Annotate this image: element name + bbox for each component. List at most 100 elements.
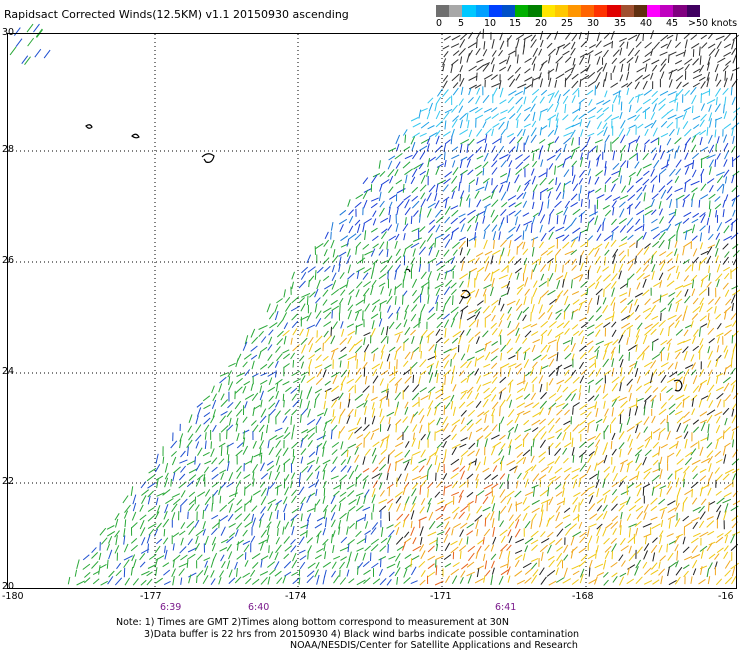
wind-barb [389,195,395,199]
wind-barb [460,274,468,279]
wind-barb [556,443,561,449]
wind-barb [307,325,315,329]
wind-barb [707,393,711,401]
wind-barb [316,311,321,319]
wind-barb [307,377,315,383]
wind-barb [523,164,529,169]
wind-barb [444,51,448,57]
wind-barb [556,235,564,239]
wind-barb [459,371,464,377]
wind-barb [644,504,648,512]
wind-barb [331,300,338,304]
wind-barb [188,573,196,577]
wind-barb [508,356,515,360]
wind-barb [421,193,425,200]
wind-barb [437,418,441,426]
wind-barb [244,354,251,359]
wind-barb [427,138,430,145]
wind-barb [373,504,374,512]
wind-barb [315,389,322,393]
wind-barb [187,521,194,528]
wind-barb [405,169,413,175]
wind-barb [405,461,409,470]
wind-barb [508,51,515,55]
wind-barb [573,115,578,121]
wind-barb [620,414,621,424]
wind-barb [299,384,300,393]
wind-barb [596,479,599,488]
wind-barb [549,56,551,64]
wind-barb [371,563,378,568]
wind-barb [644,362,652,367]
wind-barb [619,505,625,512]
wind-barb [452,507,459,513]
wind-barb [307,495,311,503]
wind-barb [492,200,498,207]
wind-barb [500,100,507,104]
wind-barb [10,47,16,55]
wind-barb [436,565,437,575]
wind-barb [548,142,554,145]
wind-barb [675,176,679,183]
wind-barb [717,333,724,336]
wind-barb [588,116,595,119]
wind-barb [180,555,187,560]
wind-barb [564,421,571,425]
wind-barb [412,556,420,560]
wind-barb [372,306,376,312]
wind-barb [524,296,526,305]
wind-barb [548,418,554,425]
wind-barb [395,553,400,561]
wind-barb [645,436,651,441]
wind-barb [515,210,521,216]
wind-barb [261,577,267,584]
wind-barb [700,487,702,496]
wind-barb [499,50,503,56]
wind-barb [667,138,671,145]
wind-barb [252,361,254,369]
wind-barb [587,121,590,128]
wind-barb [411,414,414,423]
wind-barb [475,332,481,337]
wind-barb [197,576,198,583]
wind-barb [725,177,726,184]
wind-barb [588,346,593,352]
wind-barb [492,402,498,409]
wind-barb [340,224,344,232]
wind-barb [515,550,522,553]
wind-barb [532,485,539,488]
wind-barb [691,354,694,361]
wind-barb [211,416,215,424]
wind-barb [363,224,365,233]
wind-barb [643,171,649,176]
wind-barb [564,311,565,319]
wind-barb [404,426,408,433]
wind-barb [227,561,230,569]
wind-barb [268,504,272,511]
wind-barb [339,503,341,511]
wind-barb [491,363,496,369]
wind-barb [483,468,490,472]
wind-barb [620,423,622,432]
wind-barb [708,313,709,320]
wind-barb [283,382,290,385]
wind-barb [523,450,530,456]
wind-barb [549,425,554,433]
wind-barb [243,541,250,544]
wind-barb [373,376,378,384]
wind-barb [629,243,635,248]
wind-barb [675,151,676,158]
wind-barb [644,543,649,550]
wind-barb [429,220,434,225]
wind-barb [685,166,688,174]
wind-barb [277,338,283,345]
wind-barb [556,568,558,575]
wind-barb [596,101,604,105]
wind-barb [427,572,435,577]
wind-barb [573,425,579,432]
wind-barb [589,568,590,577]
wind-barb [404,386,409,392]
wind-barb [237,433,239,441]
wind-barb [684,50,686,57]
wind-barb [451,473,459,479]
